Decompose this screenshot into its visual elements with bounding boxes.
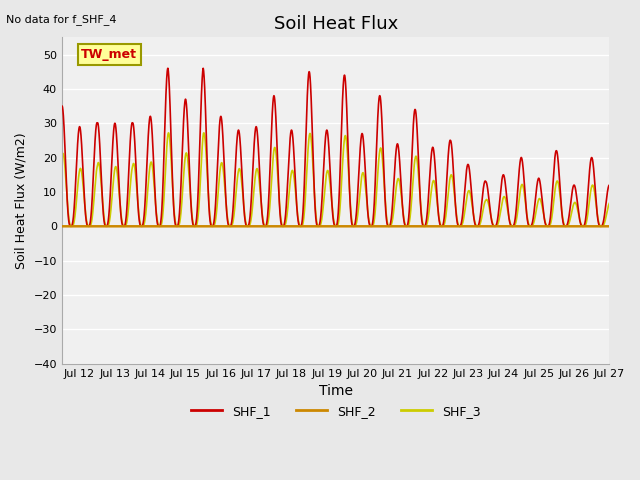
- SHF_2: [58, 223, 66, 229]
- SHF_1: [188, 216, 196, 221]
- SHF_2: [303, 223, 311, 229]
- SHF_2: [191, 223, 198, 229]
- Y-axis label: Soil Heat Flux (W/m2): Soil Heat Flux (W/m2): [15, 132, 28, 269]
- Text: No data for f_SHF_4: No data for f_SHF_4: [6, 14, 117, 25]
- SHF_3: [186, 175, 193, 181]
- SHF_1: [314, 223, 322, 229]
- SHF_3: [605, 200, 613, 206]
- SHF_1: [186, 159, 193, 165]
- SHF_3: [264, 217, 272, 223]
- SHF_3: [58, 154, 66, 159]
- SHF_1: [164, 65, 172, 71]
- SHF_3: [188, 214, 196, 219]
- SHF_3: [602, 217, 609, 223]
- SHF_3: [191, 223, 199, 229]
- Text: TW_met: TW_met: [81, 48, 138, 61]
- Line: SHF_1: SHF_1: [62, 68, 609, 226]
- SHF_3: [68, 223, 76, 229]
- SHF_1: [303, 93, 311, 99]
- SHF_1: [58, 103, 66, 109]
- SHF_1: [602, 207, 609, 213]
- Title: Soil Heat Flux: Soil Heat Flux: [273, 15, 398, 33]
- SHF_3: [164, 130, 172, 136]
- SHF_1: [191, 223, 198, 229]
- X-axis label: Time: Time: [319, 384, 353, 398]
- Legend: SHF_1, SHF_2, SHF_3: SHF_1, SHF_2, SHF_3: [186, 400, 486, 423]
- SHF_1: [264, 203, 272, 208]
- Line: SHF_3: SHF_3: [62, 133, 609, 226]
- SHF_3: [303, 157, 311, 163]
- SHF_2: [605, 223, 613, 229]
- SHF_1: [605, 182, 613, 188]
- SHF_2: [185, 223, 193, 229]
- SHF_2: [601, 223, 609, 229]
- SHF_2: [264, 223, 272, 229]
- SHF_2: [188, 223, 196, 229]
